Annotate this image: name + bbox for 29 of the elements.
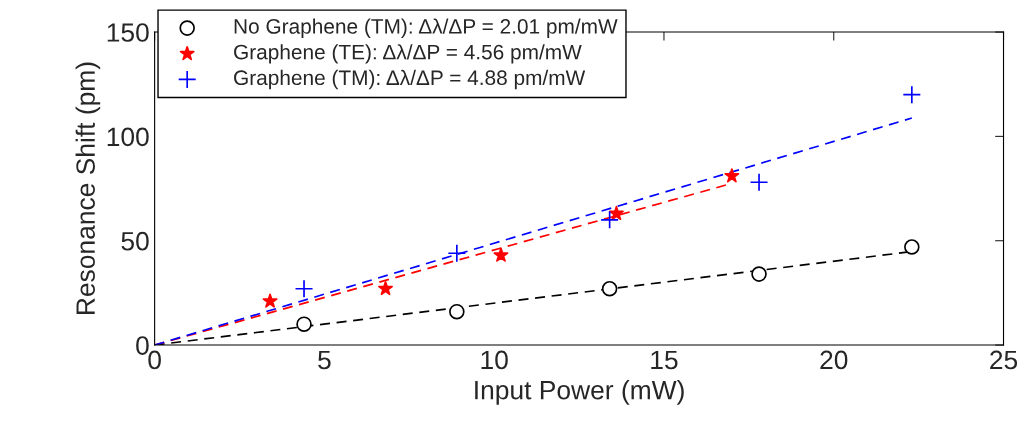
- point: [449, 303, 465, 320]
- point: [378, 280, 393, 296]
- point: [749, 172, 769, 192]
- x-tick-label: 15: [651, 350, 678, 370]
- x-tick-label: 25: [990, 350, 1018, 370]
- y-axis-title: Resonance Shift (pm): [75, 62, 101, 314]
- point: [262, 293, 278, 308]
- point: [600, 210, 619, 230]
- point: [751, 266, 767, 282]
- x-axis-title: Input Power (mW): [475, 380, 684, 405]
- legend-label: No Graphene (TM): Δλ/ΔP = 2.01 pm/mW: [234, 18, 618, 38]
- y-tick-label: 0: [136, 336, 149, 355]
- y-tick-label: 100: [107, 127, 149, 147]
- x-tick-label: 5: [318, 350, 331, 370]
- point: [902, 85, 922, 104]
- y-tick-label: 150: [107, 23, 149, 42]
- point: [294, 279, 314, 299]
- point: [447, 243, 467, 263]
- point: [904, 239, 920, 255]
- point: [493, 247, 509, 262]
- legend-label: Graphene (TE): Δλ/ΔP = 4.56 pm/mW: [234, 44, 582, 64]
- x-tick-label: 20: [820, 350, 848, 370]
- point: [724, 168, 740, 183]
- point: [296, 316, 312, 332]
- y-tick-label: 50: [121, 231, 149, 251]
- x-tick-label: 10: [481, 350, 508, 370]
- point: [608, 205, 624, 221]
- point: [601, 280, 618, 297]
- legend-label: Graphene (TM): Δλ/ΔP = 4.88 pm/mW: [234, 69, 586, 90]
